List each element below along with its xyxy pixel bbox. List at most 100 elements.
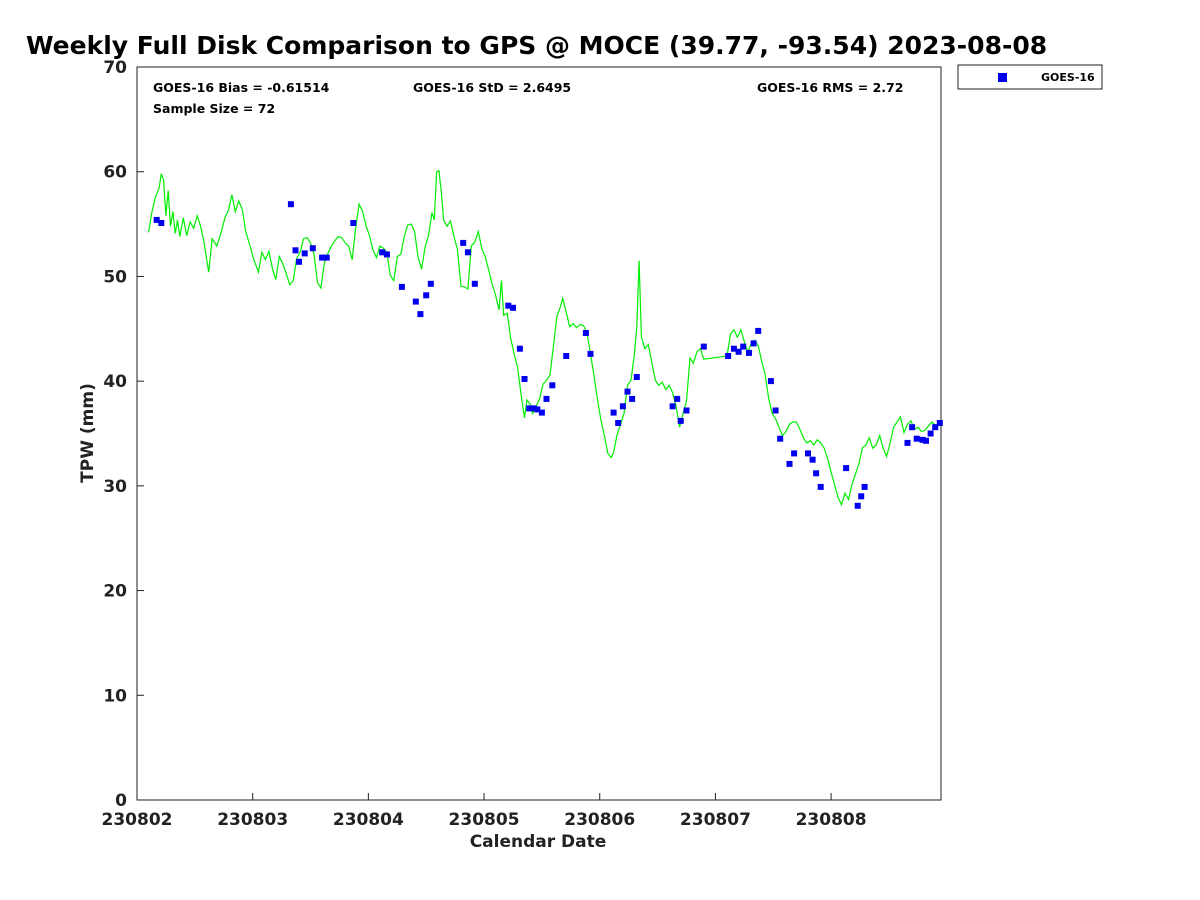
goes16-point [791, 450, 798, 457]
x-tick-label: 230806 [564, 810, 635, 830]
goes16-point [301, 250, 308, 257]
goes16-point [464, 249, 471, 256]
goes16-point [516, 345, 523, 352]
goes16-point [398, 283, 405, 290]
x-tick-label: 230808 [796, 810, 867, 830]
goes16-point [909, 424, 916, 431]
goes16-point [521, 376, 528, 382]
goes16-point [755, 327, 762, 334]
goes16-point [772, 407, 779, 414]
goes16-point [927, 430, 934, 437]
goes16-point [677, 417, 684, 424]
goes16-point [538, 409, 545, 416]
goes16-point [932, 424, 939, 431]
goes16-point [379, 249, 386, 256]
goes16-point [471, 280, 478, 287]
goes16-point [534, 406, 541, 413]
legend-label: GOES-16 [1041, 71, 1095, 84]
goes16-point [746, 349, 752, 356]
y-tick-label: 0 [115, 791, 127, 811]
goes16-point [624, 388, 631, 395]
goes16-point [913, 435, 920, 442]
rms-stat: GOES-16 RMS = 2.72 [757, 80, 903, 95]
goes16-point [674, 395, 681, 402]
y-axis: 0 10 20 30 40 50 60 70 [103, 58, 144, 811]
goes16-point [919, 436, 926, 443]
plot-area [136, 66, 942, 801]
goes16-point [904, 439, 911, 446]
x-tick-label: 230807 [680, 810, 751, 830]
goes16-point [417, 311, 424, 318]
goes16-point [319, 254, 326, 261]
goes16-point [809, 456, 816, 463]
goes16-point [936, 420, 943, 426]
goes16-point [530, 405, 537, 412]
gps-series [148, 169, 939, 507]
sample-size-stat: Sample Size = 72 [153, 101, 275, 116]
goes16-point [777, 435, 784, 442]
y-tick-label: 70 [103, 58, 127, 78]
goes16-point [740, 343, 747, 350]
goes16-point [296, 258, 302, 265]
goes16-point [683, 407, 690, 414]
x-tick-label: 230804 [333, 810, 404, 830]
x-axis-label: Calendar Date [470, 832, 607, 852]
goes16-point [843, 465, 850, 472]
goes16-point [730, 345, 737, 352]
y-tick-label: 50 [103, 267, 127, 287]
goes16-point [735, 348, 742, 355]
goes16-point [858, 493, 865, 500]
goes16-point [725, 353, 732, 359]
goes16-point [669, 403, 676, 410]
goes16-point [510, 304, 516, 311]
plot-frame [136, 66, 942, 801]
goes16-point [861, 483, 868, 490]
goes16-point [610, 409, 617, 416]
x-tick-label: 230805 [449, 810, 520, 830]
goes16-point [323, 254, 330, 261]
goes16-point [412, 298, 419, 305]
bias-stat: GOES-16 Bias = -0.61514 [153, 80, 330, 95]
goes16-point [619, 403, 626, 410]
chart-title: Weekly Full Disk Comparison to GPS @ MOC… [26, 31, 1047, 60]
goes16-point [700, 343, 707, 350]
y-tick-label: 60 [103, 163, 127, 183]
goes16-point [292, 247, 299, 254]
goes16-point [615, 420, 622, 426]
goes16-point [309, 245, 316, 252]
goes16-point [813, 470, 820, 477]
goes16-point [427, 280, 434, 287]
goes16-point [383, 251, 390, 258]
x-tick-label: 230803 [217, 810, 288, 830]
goes16-point [158, 220, 165, 226]
goes16-point [526, 405, 533, 412]
x-axis: 230802 230803 230804 230805 230806 230807 2308… [102, 793, 867, 830]
goes16-point [805, 450, 811, 457]
goes16-point [633, 374, 640, 380]
x-tick-label: 230802 [102, 810, 173, 830]
y-tick-label: 30 [103, 477, 127, 497]
goes16-point [767, 378, 774, 385]
goes16-point [587, 350, 594, 357]
legend-box [957, 64, 1103, 90]
legend-marker [998, 73, 1007, 82]
goes16-point [786, 460, 793, 467]
goes16-point [854, 502, 861, 509]
y-tick-label: 10 [103, 686, 127, 706]
goes16-point [817, 483, 824, 490]
goes16-point [287, 201, 294, 208]
goes16-point [543, 395, 550, 402]
goes16-point [350, 220, 357, 226]
goes16-point [153, 216, 160, 223]
goes16-point [629, 395, 636, 402]
goes16-point [460, 239, 467, 246]
goes16-series [153, 201, 943, 509]
goes16-point [549, 382, 556, 389]
goes16-point [582, 330, 589, 336]
goes16-point [563, 353, 570, 359]
y-tick-label: 40 [103, 372, 127, 392]
y-tick-label: 20 [103, 582, 127, 602]
y-axis-label: TPW (mm) [78, 383, 98, 483]
goes16-point [750, 340, 757, 347]
